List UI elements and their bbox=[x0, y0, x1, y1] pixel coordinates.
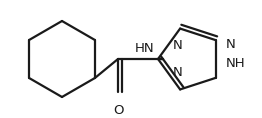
Text: N: N bbox=[226, 38, 236, 51]
Text: O: O bbox=[113, 104, 123, 117]
Text: N: N bbox=[173, 39, 183, 52]
Text: NH: NH bbox=[226, 57, 245, 70]
Text: N: N bbox=[173, 66, 183, 79]
Text: HN: HN bbox=[135, 42, 155, 55]
